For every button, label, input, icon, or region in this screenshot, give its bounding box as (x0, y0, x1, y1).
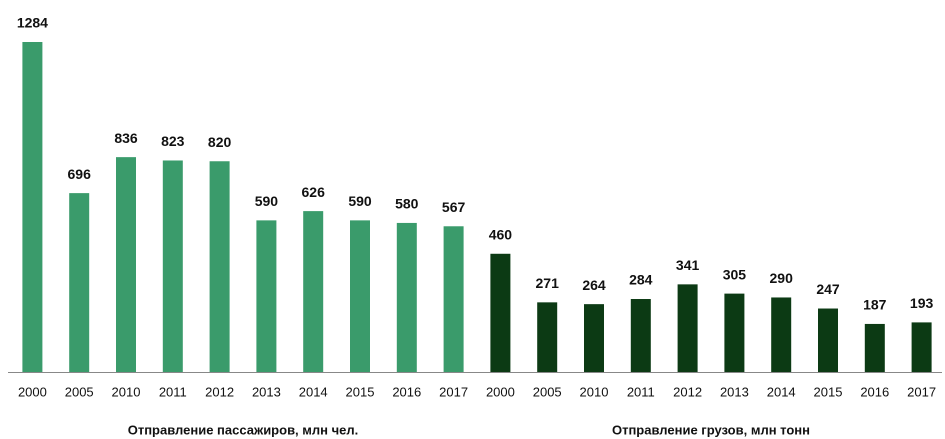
group-label: Отправление грузов, млн тонн (612, 422, 810, 437)
x-tick-label: 2014 (767, 384, 796, 399)
x-tick-label: 2011 (159, 384, 187, 399)
value-label: 1284 (17, 15, 48, 31)
x-tick-label: 2016 (392, 384, 421, 399)
value-label: 271 (536, 275, 560, 291)
value-label: 626 (302, 184, 326, 200)
bar (630, 299, 651, 372)
value-label: 836 (114, 130, 138, 146)
bar (69, 193, 90, 372)
x-tick-label: 2012 (205, 384, 234, 399)
x-tick-label: 2015 (346, 384, 375, 399)
value-label: 284 (629, 272, 653, 288)
bar (256, 220, 277, 372)
value-label: 193 (910, 295, 934, 311)
x-tick-label: 2000 (18, 384, 47, 399)
bar (162, 160, 183, 372)
x-tick-label: 2011 (627, 384, 655, 399)
x-tick-label: 2017 (907, 384, 936, 399)
bar (911, 322, 932, 372)
value-label: 290 (770, 270, 794, 286)
x-tick-label: 2000 (486, 384, 515, 399)
value-label: 567 (442, 199, 466, 215)
bar (818, 308, 838, 372)
x-tick-label: 2005 (65, 384, 94, 399)
value-label: 590 (255, 193, 279, 209)
value-label: 823 (161, 133, 185, 149)
x-tick-label: 2012 (673, 384, 702, 399)
bar (584, 304, 604, 372)
x-tick-label: 2015 (814, 384, 843, 399)
bar (490, 253, 511, 372)
bar (22, 42, 43, 372)
bar (209, 161, 230, 372)
x-tick-label: 2016 (860, 384, 889, 399)
x-tick-label: 2013 (252, 384, 281, 399)
bar (443, 226, 464, 372)
bar (677, 284, 698, 372)
value-label: 460 (489, 226, 513, 242)
bar (537, 302, 558, 372)
value-label: 580 (395, 196, 419, 212)
value-label: 187 (863, 297, 887, 313)
bar (396, 222, 417, 372)
bar (350, 220, 370, 372)
value-label: 247 (816, 281, 840, 297)
value-label: 341 (676, 257, 700, 273)
x-tick-label: 2013 (720, 384, 749, 399)
x-tick-label: 2010 (112, 384, 141, 399)
value-label: 590 (348, 193, 372, 209)
bar (116, 157, 136, 372)
value-label: 820 (208, 134, 232, 150)
value-label: 264 (582, 277, 606, 293)
x-tick-label: 2014 (299, 384, 328, 399)
group-label: Отправление пассажиров, млн чел. (128, 422, 359, 437)
x-tick-label: 2017 (439, 384, 468, 399)
bar (771, 297, 792, 372)
value-label: 305 (723, 266, 747, 282)
x-tick-label: 2010 (580, 384, 609, 399)
x-tick-label: 2005 (533, 384, 562, 399)
bar (303, 211, 324, 372)
bar (864, 323, 885, 372)
bar (724, 293, 745, 372)
value-label: 696 (68, 166, 92, 182)
